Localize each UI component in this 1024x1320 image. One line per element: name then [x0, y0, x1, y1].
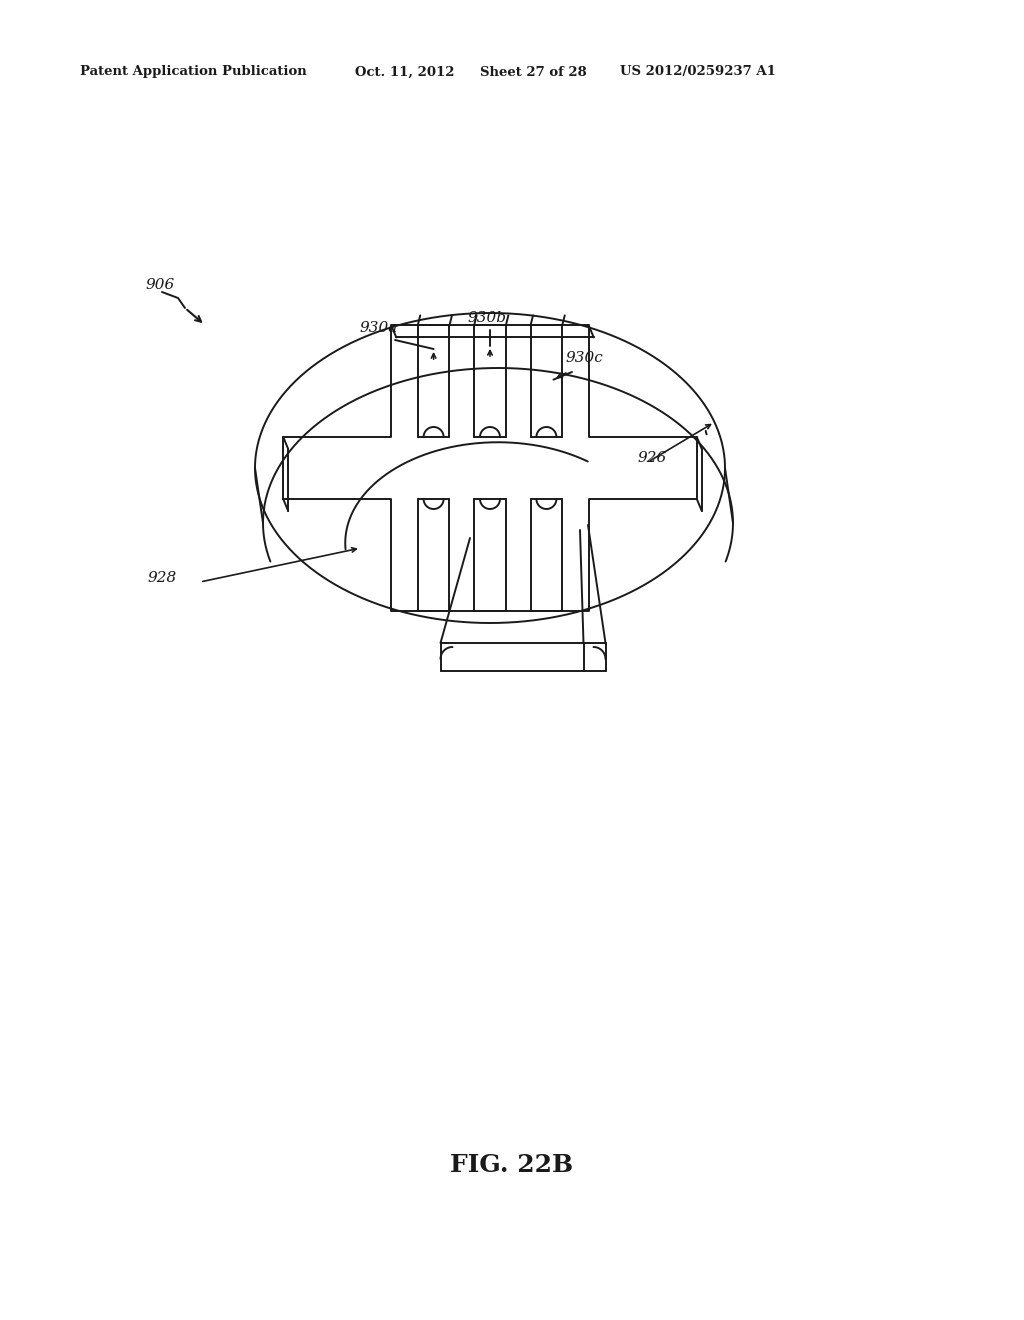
Text: FIG. 22B: FIG. 22B	[451, 1152, 573, 1177]
Text: 928: 928	[148, 572, 177, 585]
Text: 930a: 930a	[360, 321, 398, 335]
Text: Sheet 27 of 28: Sheet 27 of 28	[480, 66, 587, 78]
Text: Oct. 11, 2012: Oct. 11, 2012	[355, 66, 455, 78]
Text: 930c: 930c	[565, 351, 603, 366]
Text: 906: 906	[145, 279, 174, 292]
Text: Patent Application Publication: Patent Application Publication	[80, 66, 307, 78]
Text: 926: 926	[638, 451, 668, 465]
Text: US 2012/0259237 A1: US 2012/0259237 A1	[620, 66, 776, 78]
Text: 930b: 930b	[468, 312, 507, 325]
